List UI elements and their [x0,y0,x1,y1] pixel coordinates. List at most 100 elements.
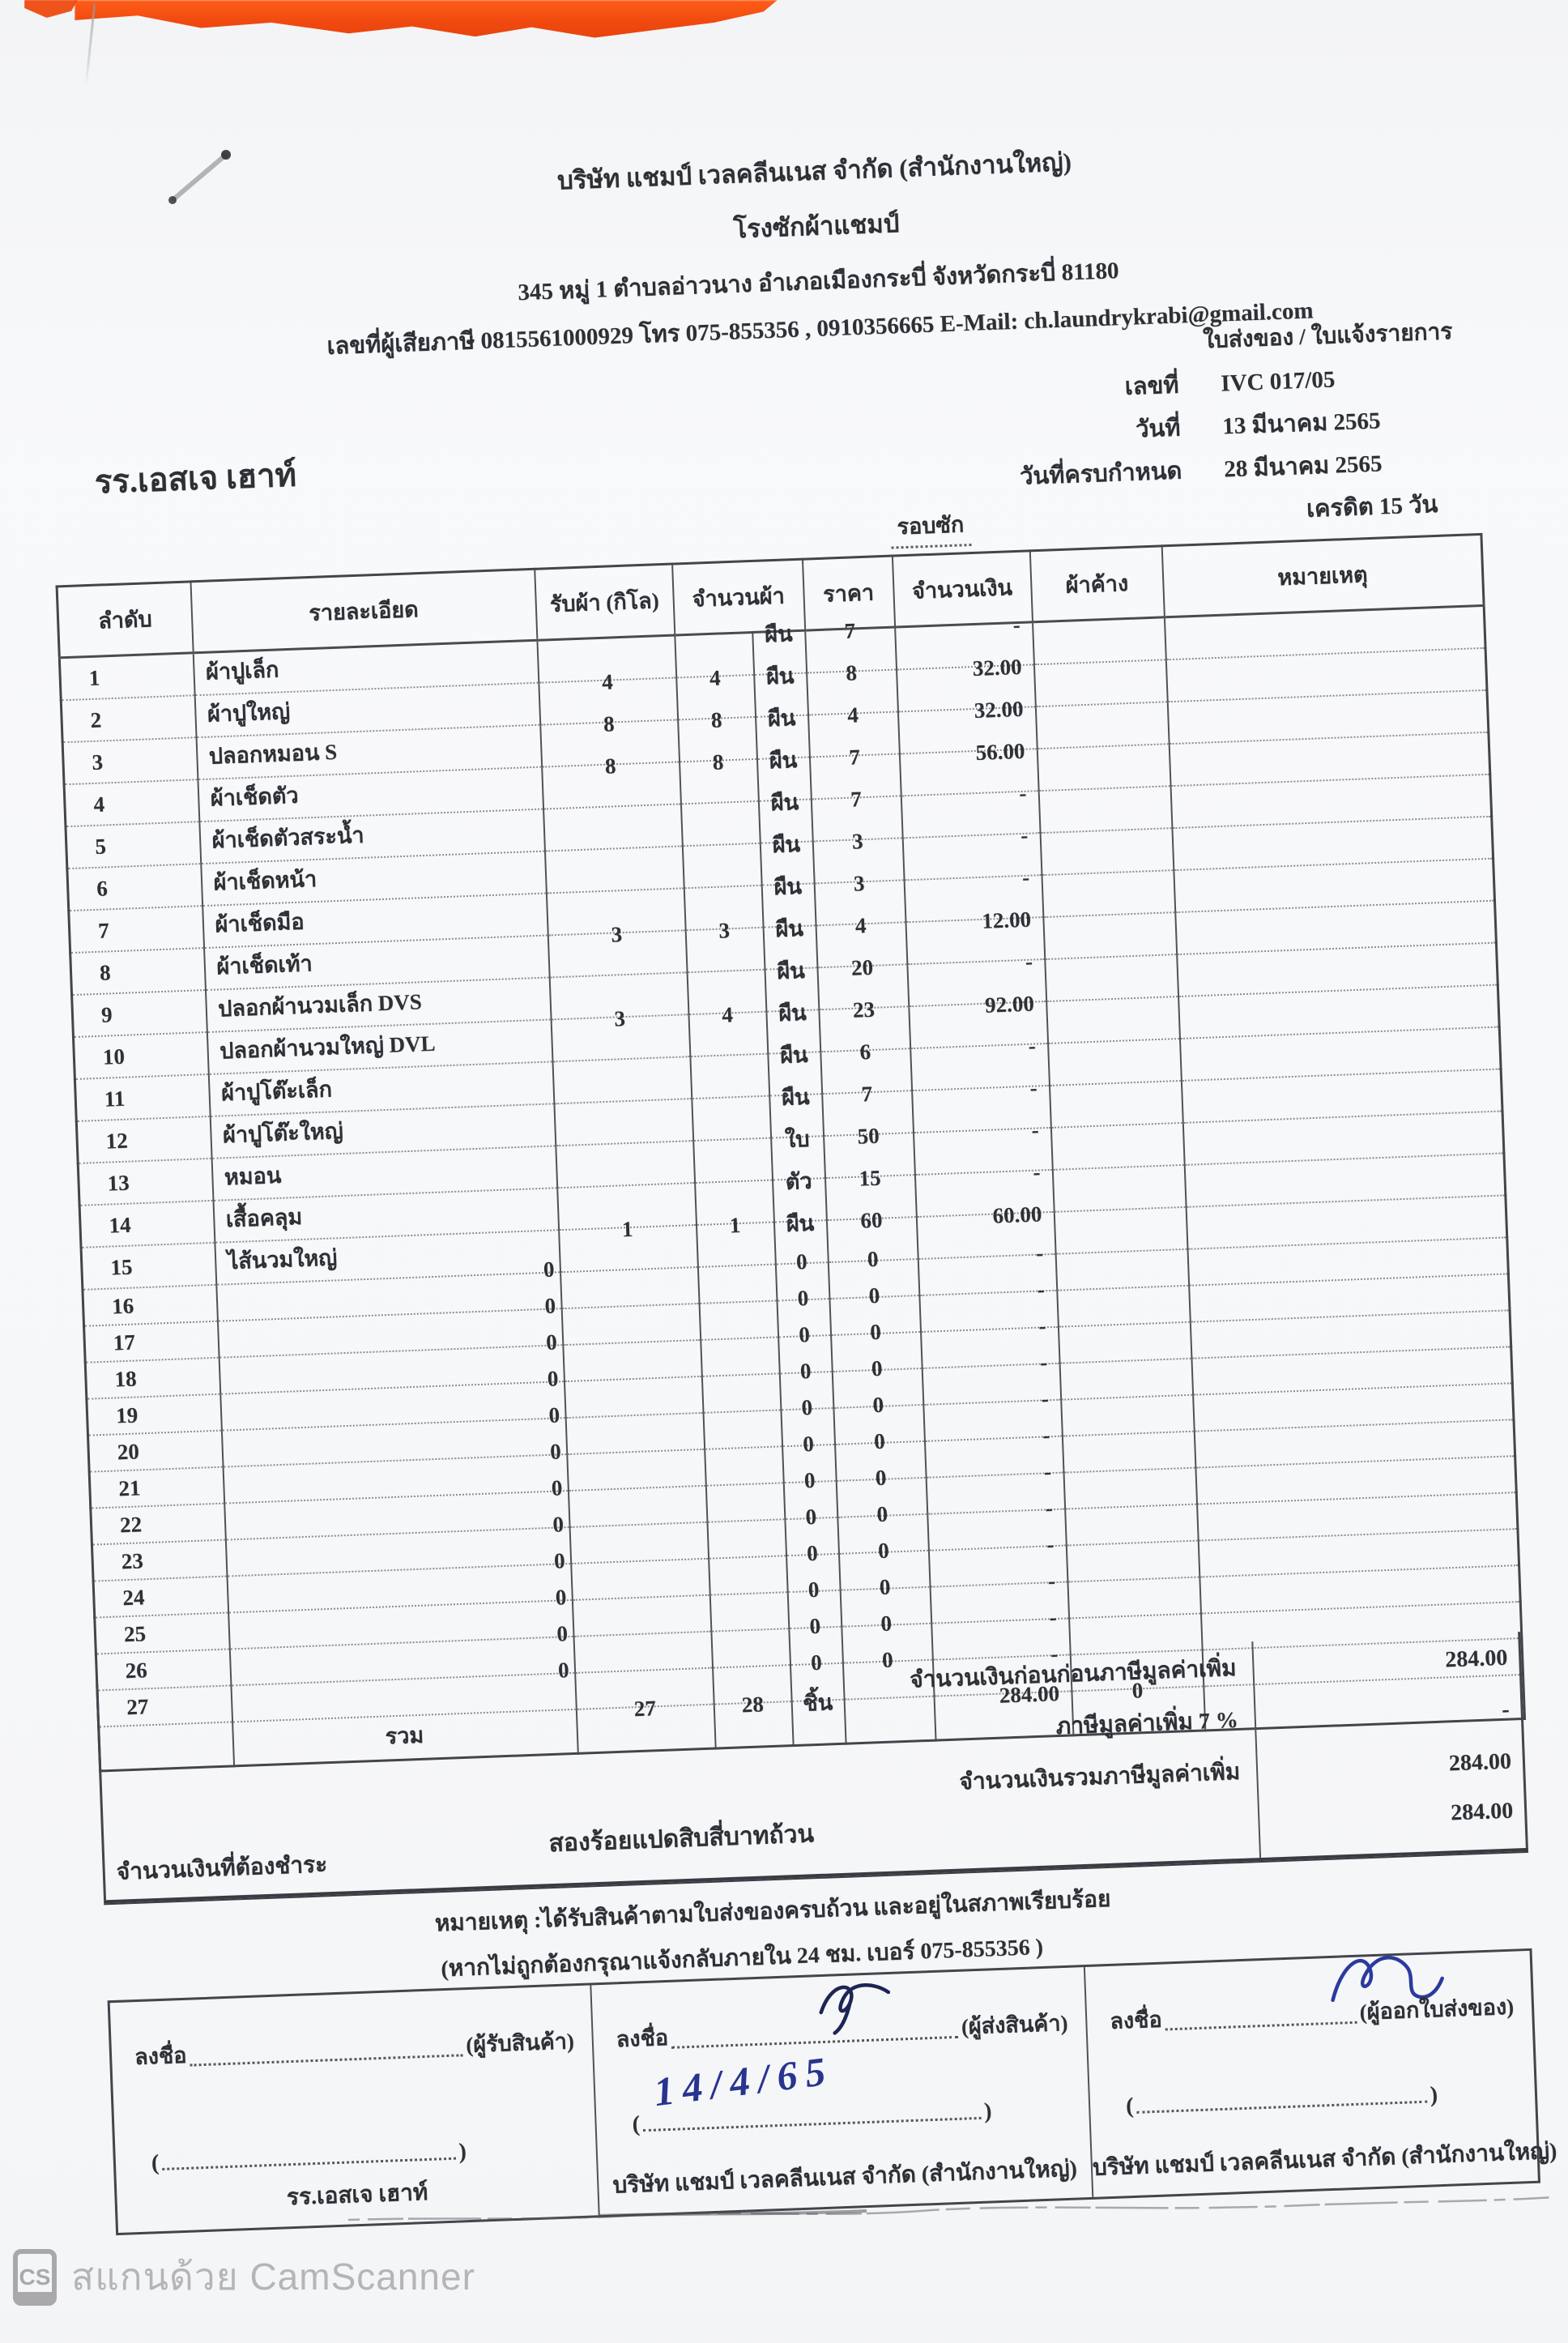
sign-role-receiver: (ผู้รับสินค้า) [465,2029,575,2058]
paren-close: ) [458,2139,467,2165]
cell-pending [1067,1577,1201,1619]
col-header-seq: ลำดับ [57,581,194,658]
cell-no: 9 [71,990,207,1038]
cell-kilo [553,1099,693,1146]
cell-no: 11 [75,1073,211,1121]
cell-pending [1037,744,1171,792]
cell-amount: - [928,1532,1067,1587]
cell-pending [1056,1285,1191,1327]
cell-kilo [568,1485,707,1528]
cell-amount: 12.00 [905,907,1045,965]
cell-kilo [569,1521,709,1564]
cell-amount: - [926,1459,1065,1514]
sign-line: ลงชื่อ (ผู้ออกใบส่งของ) [1110,1989,1515,2038]
cell-amount: 92.00 [908,991,1048,1049]
cell-no: 15 [81,1242,216,1290]
cell-kilo: 3 [551,1006,690,1062]
cell-qty [703,1410,782,1449]
cell-no: 20 [87,1430,224,1472]
name-line: ( ) [151,2134,467,2176]
cell-kilo [552,1056,692,1104]
cell-pending [1049,1080,1183,1128]
cell-qty [705,1483,785,1522]
cell-pending [1044,954,1178,1002]
cell-pending [1060,1394,1195,1436]
col-header-note: หมายเหตุ [1161,534,1485,617]
cell-amount: - [922,1386,1063,1441]
cell-pending [1058,1321,1191,1364]
cell-amount: - [910,1033,1050,1091]
paren-close: ) [1430,2082,1438,2108]
cell-qty: 4 [688,1002,768,1057]
cell-qty: 3 [685,918,765,973]
vat-value: - [1501,1696,1510,1722]
camscanner-logo-text: CS [19,2264,51,2290]
wash-cycle-label: รอบซัก [889,506,972,549]
cell-kilo [566,1449,706,1492]
paren-open: ( [632,2111,641,2137]
sign-label: ลงชื่อ [134,2042,187,2070]
customer-name: รร.เอสเจ เฮาท์ [94,456,297,501]
cell-qty [704,1446,784,1486]
cell-no: 24 [93,1576,228,1618]
cell-no: 3 [62,737,198,785]
cell-kilo [562,1339,702,1382]
cell-no: 7 [68,906,204,954]
invoice-number: IVC 017/05 [1220,366,1336,397]
cell-qty [706,1519,786,1559]
cell-pending [1038,786,1172,834]
cell-kilo [543,804,683,851]
sign-label: ลงชื่อ [1109,2007,1163,2034]
sign-role-sender: (ผู้ส่งสินค้า) [961,2010,1068,2039]
cell-kilo [572,1594,711,1637]
scan-artifact-orange-corner [24,0,78,18]
cell-pending [1046,997,1180,1043]
cell-pending [1042,912,1177,960]
cell-no: 13 [78,1158,214,1206]
cell-amount: - [911,1075,1051,1133]
cell-pending [1050,1122,1185,1170]
cell-qty [691,1095,771,1142]
cell-pending [1059,1358,1193,1400]
cell-pending [1064,1504,1199,1546]
cell-kilo [544,846,684,894]
cell-no: 4 [64,779,199,827]
handwritten-signature [1331,1956,1444,2003]
grand-total-value: 284.00 [1448,1748,1512,1777]
signature-box-sender: ลงชื่อ (ผู้ส่งสินค้า) 14/4/65 ( ) บริษัท… [591,1967,1094,2216]
handwritten-signature [819,1983,891,2035]
cell-qty [692,1137,773,1184]
cell-no: 22 [90,1503,226,1545]
meta-label: เลขที่ [1124,372,1180,400]
cell-amount: - [902,822,1042,881]
paren-close: ) [983,2098,992,2124]
cell-no: 2 [61,695,197,743]
col-header-kilo: รับผ้า (กิโล) [534,564,675,641]
cell-pending [1062,1431,1195,1473]
cell-kilo: 3 [548,922,688,978]
cell-qty: 1 [696,1213,776,1267]
cell-no: 21 [89,1466,224,1509]
cell-pending [1054,1206,1188,1254]
paren-open: ( [151,2150,160,2176]
cell-qty [697,1264,777,1304]
cell-pending [1032,617,1166,665]
dotted-leader [1136,2077,1427,2114]
cell-amount: - [922,1350,1061,1405]
cell-qty [701,1373,781,1413]
cell-pending [1035,702,1170,749]
cell-pending [1041,870,1175,918]
cell-amount: - [901,780,1041,839]
cell-no: 12 [76,1116,212,1163]
cell-amount: - [918,1240,1057,1295]
sign-line: ลงชื่อ (ผู้ส่งสินค้า) [616,2005,1068,2056]
cell-no: 17 [83,1321,219,1363]
cell-qty: 8 [679,749,759,804]
cell-qty [700,1337,780,1376]
cell-no: 1 [59,652,195,701]
cell-no: 25 [94,1612,230,1654]
invoice-date: 13 มีนาคม 2565 [1221,408,1382,440]
cell-pending [1040,828,1174,876]
dotted-leader [671,2013,959,2049]
credit-terms: เครดิต 15 วัน [1306,491,1438,523]
